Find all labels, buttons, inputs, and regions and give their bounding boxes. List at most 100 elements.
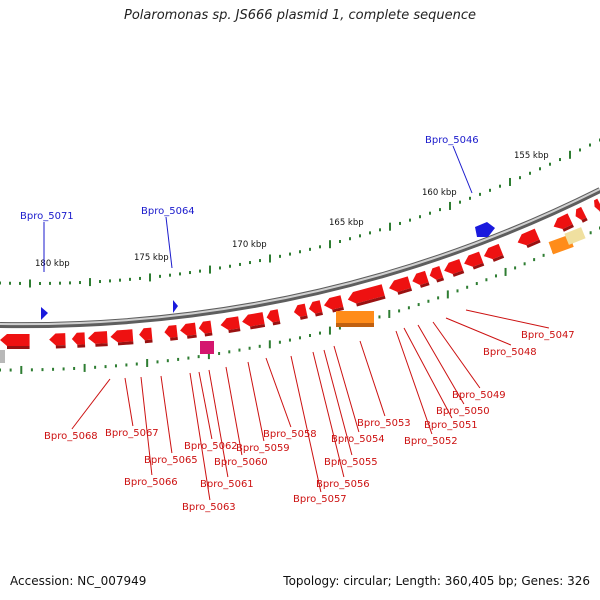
leader-line <box>465 309 550 329</box>
topology-text: Topology: circular; Length: 360,405 bp; … <box>283 574 590 588</box>
outer-tick <box>239 262 241 266</box>
label-bpro-5059[interactable]: Bpro_5059 <box>236 443 290 454</box>
outer-tick <box>29 279 31 288</box>
inner-tick <box>533 258 536 262</box>
gene-arrow[interactable] <box>71 332 86 348</box>
label-bpro-5067[interactable]: Bpro_5067 <box>105 428 159 439</box>
gene-arrow[interactable] <box>442 258 465 279</box>
inner-tick <box>62 367 65 371</box>
gene-arrow[interactable] <box>323 295 344 314</box>
outer-tick <box>69 281 71 285</box>
outer-tick <box>149 273 151 282</box>
gene-arrow[interactable] <box>308 300 323 317</box>
label-bpro-5047[interactable]: Bpro_5047 <box>521 330 575 341</box>
gene-arrow[interactable] <box>573 206 588 224</box>
label-bpro-5066[interactable]: Bpro_5066 <box>124 477 178 488</box>
outer-tick <box>359 234 361 238</box>
leader-line <box>124 377 134 427</box>
leader-line <box>247 361 265 442</box>
label-bpro-5049[interactable]: Bpro_5049 <box>452 390 506 401</box>
label-bpro-5055[interactable]: Bpro_5055 <box>324 457 378 468</box>
outer-tick <box>99 280 101 284</box>
label-bpro-5051[interactable]: Bpro_5051 <box>424 420 478 431</box>
label-bpro-5065[interactable]: Bpro_5065 <box>144 455 198 466</box>
label-bpro-5056[interactable]: Bpro_5056 <box>316 479 370 490</box>
gene-arrow[interactable] <box>482 243 505 265</box>
inner-tick <box>218 352 221 356</box>
label-bpro-5048[interactable]: Bpro_5048 <box>483 347 537 358</box>
leader-line <box>417 324 465 405</box>
label-bpro-5052[interactable]: Bpro_5052 <box>404 436 458 447</box>
gene-arrow[interactable] <box>515 228 541 251</box>
scale-label-160: 160 kbp <box>422 188 457 198</box>
reverse-strand-genes <box>0 198 600 349</box>
leader-line <box>359 340 386 417</box>
scale-label-175: 175 kbp <box>134 253 169 263</box>
outer-tick <box>179 272 181 276</box>
outer-tick <box>519 176 521 180</box>
outer-tick <box>319 245 321 249</box>
gene-arrow[interactable] <box>110 329 134 346</box>
gene-arrow[interactable] <box>220 316 241 334</box>
label-bpro-5046[interactable]: Bpro_5046 <box>425 135 479 146</box>
leader-line <box>140 376 153 476</box>
label-bpro-5050[interactable]: Bpro_5050 <box>436 406 490 417</box>
gene-bpro-5046-mark[interactable] <box>475 222 495 237</box>
outer-tick <box>559 158 561 162</box>
inner-tick <box>197 355 200 359</box>
gene-arrow[interactable] <box>164 324 178 341</box>
gene-bpro-5071-mark[interactable] <box>41 307 48 320</box>
gray-gene[interactable] <box>0 350 5 363</box>
gene-arrow[interactable] <box>49 333 66 349</box>
label-bpro-5071[interactable]: Bpro_5071 <box>20 211 74 222</box>
gene-arrow[interactable] <box>551 213 574 234</box>
gene-arrow[interactable] <box>411 270 430 290</box>
label-bpro-5053[interactable]: Bpro_5053 <box>357 418 411 429</box>
inner-tick <box>9 368 12 372</box>
gene-arrow[interactable] <box>139 327 153 344</box>
gene-arrow[interactable] <box>88 331 108 347</box>
orange-gene-a[interactable] <box>336 311 374 326</box>
magenta-gene[interactable] <box>200 341 214 354</box>
gene-arrow[interactable] <box>293 303 308 321</box>
gene-arrow[interactable] <box>387 276 413 297</box>
outer-tick <box>249 261 251 265</box>
label-bpro-5063[interactable]: Bpro_5063 <box>182 502 236 513</box>
outer-tick <box>439 208 441 212</box>
label-bpro-5057[interactable]: Bpro_5057 <box>293 494 347 505</box>
label-bpro-5054[interactable]: Bpro_5054 <box>331 434 385 445</box>
outer-tick <box>419 215 421 219</box>
special-genes <box>0 227 586 363</box>
pale-gene[interactable] <box>564 227 586 245</box>
inner-tick <box>523 262 526 266</box>
accession-text: Accession: NC_007949 <box>10 574 147 588</box>
label-bpro-5061[interactable]: Bpro_5061 <box>200 479 254 490</box>
label-bpro-5068[interactable]: Bpro_5068 <box>44 431 98 442</box>
inner-tick <box>398 309 401 313</box>
label-bpro-5058[interactable]: Bpro_5058 <box>263 429 317 440</box>
gene-arrow[interactable] <box>428 266 445 284</box>
outer-tick <box>39 281 41 285</box>
inner-tick <box>104 365 107 369</box>
gene-arrow[interactable] <box>265 309 281 326</box>
label-bpro-5064[interactable]: Bpro_5064 <box>141 206 195 217</box>
gene-bpro-5064-mark[interactable] <box>173 300 178 313</box>
outer-tick <box>539 167 541 171</box>
inner-tick <box>30 368 33 372</box>
gene-arrow[interactable] <box>592 198 600 215</box>
gene-arrow[interactable] <box>0 333 30 349</box>
label-bpro-5060[interactable]: Bpro_5060 <box>214 457 268 468</box>
gene-arrow[interactable] <box>179 322 197 340</box>
inner-tick <box>427 299 430 303</box>
inner-tick <box>485 278 488 282</box>
label-bpro-5062[interactable]: Bpro_5062 <box>184 441 238 452</box>
gene-arrow[interactable] <box>241 312 266 331</box>
gene-arrow[interactable] <box>462 251 485 272</box>
gene-arrow[interactable] <box>346 284 386 308</box>
outer-tick <box>159 274 161 278</box>
scale-label-180: 180 kbp <box>35 259 70 269</box>
leader-line <box>333 345 360 433</box>
inner-tick <box>494 274 497 278</box>
gene-arrow[interactable] <box>198 320 213 338</box>
